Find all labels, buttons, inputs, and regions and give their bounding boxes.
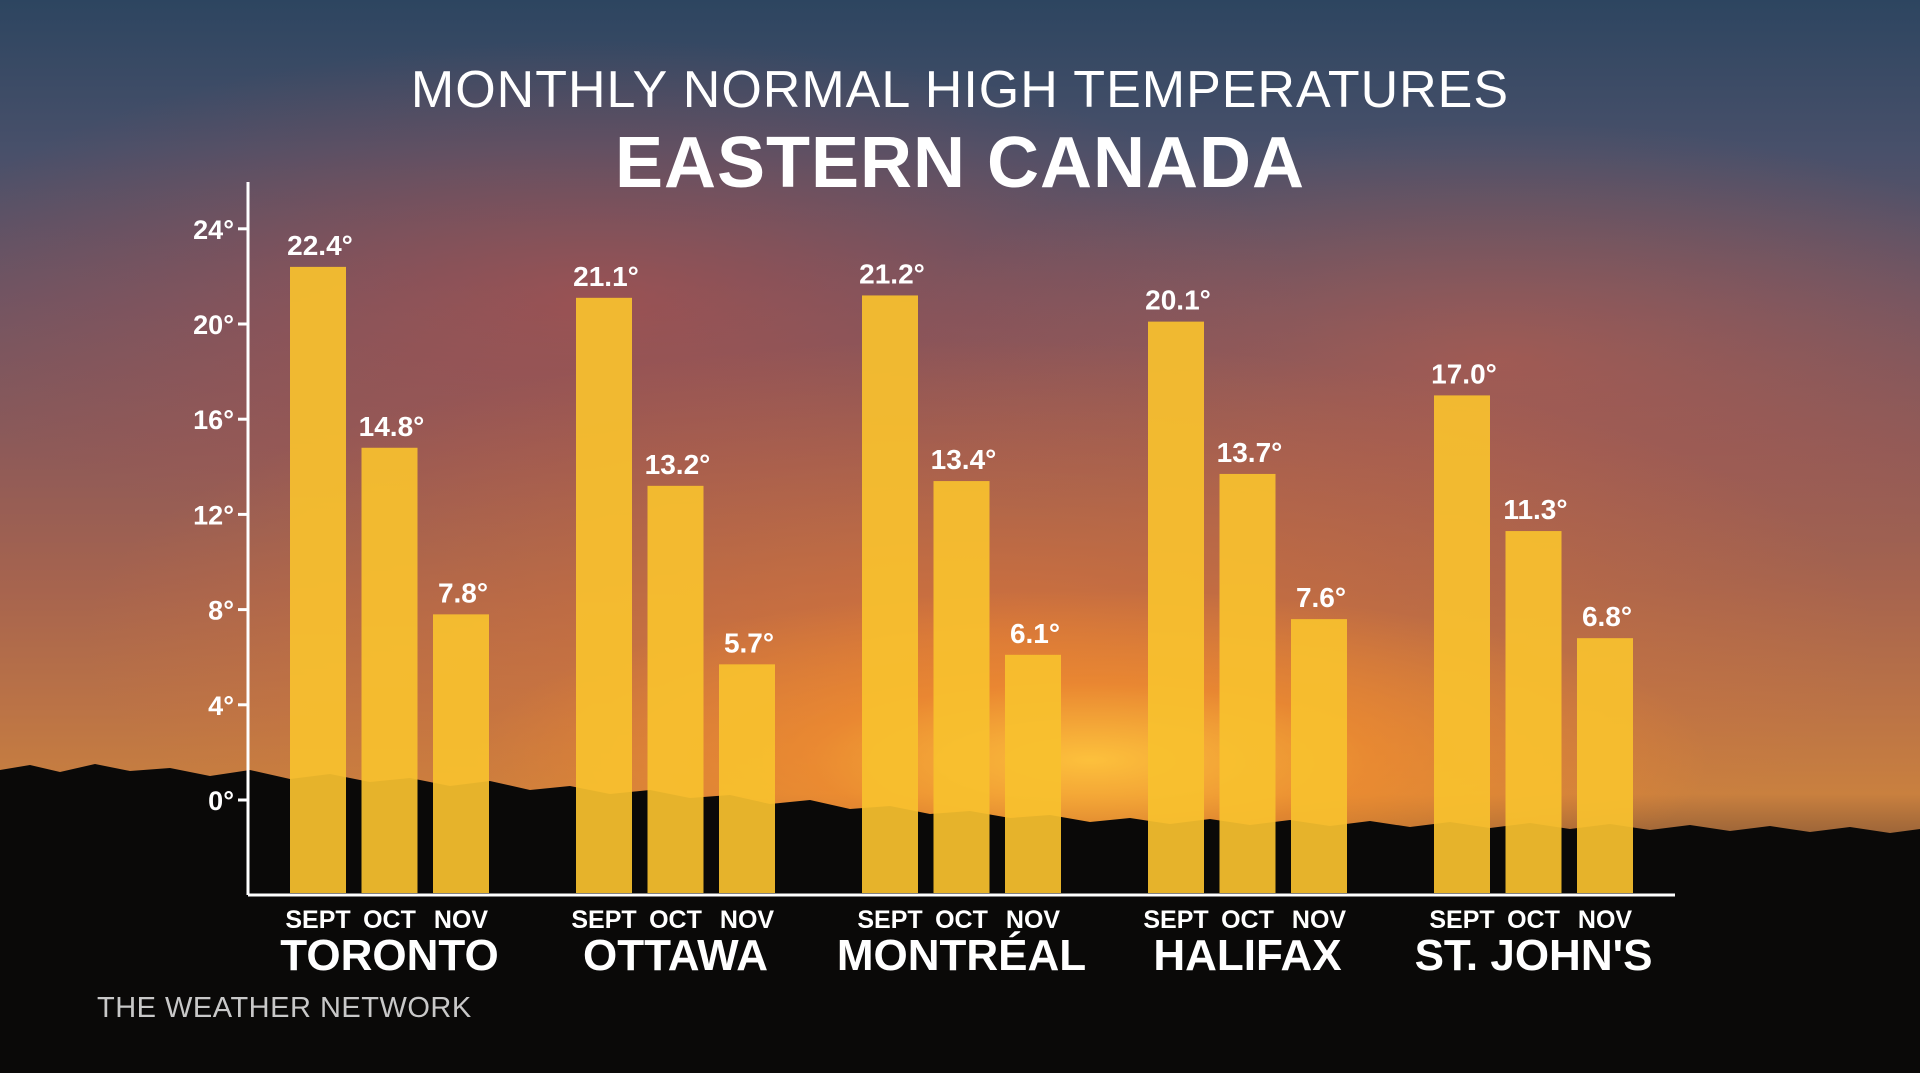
bar-toronto-sept: [290, 266, 346, 893]
data-label: 21.1°: [573, 261, 639, 292]
city-label: MONTRÉAL: [837, 930, 1086, 980]
data-label: 22.4°: [287, 230, 353, 261]
value-labels: 22.4° 14.8° 7.8° 21.1° 13.2° 5.7° 21.2° 13.4° 6.…: [287, 230, 1632, 658]
month-label: NOV: [1292, 906, 1347, 934]
city-label: TORONTO: [280, 931, 498, 980]
data-label: 14.8°: [359, 411, 425, 442]
data-label: 6.1°: [1010, 618, 1060, 649]
bar-toronto-oct: [361, 447, 418, 893]
chart-subtitle: EASTERN CANADA: [614, 123, 1306, 203]
month-label: NOV: [434, 906, 489, 934]
bar-halifax-nov: [1291, 619, 1347, 893]
y-tick-label: 4°: [208, 691, 234, 721]
month-label: OCT: [1221, 906, 1274, 934]
month-label: NOV: [1578, 906, 1633, 934]
city-label: HALIFAX: [1153, 931, 1341, 980]
bar-ottawa-nov: [719, 664, 775, 893]
source-credit: THE WEATHER NETWORK: [97, 992, 472, 1024]
y-tick-label: 8°: [208, 596, 234, 626]
y-axis-ticks: 0° 4° 8° 12° 16° 20° 24°: [193, 215, 248, 816]
data-label: 17.0°: [1431, 358, 1497, 389]
data-label: 13.2°: [645, 449, 711, 480]
bar-montral-nov: [1005, 654, 1061, 893]
bar-stjohns-oct: [1505, 531, 1562, 893]
city-label: ST. JOHN'S: [1415, 931, 1653, 980]
bar-toronto-nov: [433, 614, 489, 893]
month-label: SEPT: [1429, 906, 1494, 934]
month-label: OCT: [363, 906, 416, 934]
bar-halifax-sept: [1148, 321, 1204, 893]
month-label: OCT: [649, 906, 702, 934]
bar-ottawa-oct: [647, 485, 704, 893]
city-label: OTTAWA: [583, 931, 768, 980]
data-label: 5.7°: [724, 627, 774, 658]
y-tick-label: 20°: [193, 310, 234, 340]
y-tick-label: 24°: [193, 215, 234, 245]
data-label: 7.6°: [1296, 582, 1346, 613]
month-label: SEPT: [571, 906, 636, 934]
data-label: 20.1°: [1145, 285, 1211, 316]
bar-montral-sept: [862, 295, 918, 893]
bar-montral-oct: [933, 481, 990, 893]
bars: [290, 266, 1633, 893]
data-label: 6.8°: [1582, 601, 1632, 632]
month-label: OCT: [935, 906, 988, 934]
y-tick-label: 0°: [208, 786, 234, 816]
y-tick-label: 12°: [193, 500, 234, 530]
y-tick-label: 16°: [193, 405, 234, 435]
month-label: OCT: [1507, 906, 1560, 934]
bar-halifax-oct: [1219, 473, 1276, 893]
bar-stjohns-nov: [1577, 638, 1633, 893]
data-label: 7.8°: [438, 577, 488, 608]
data-label: 13.7°: [1217, 437, 1283, 468]
bar-ottawa-sept: [576, 297, 632, 893]
month-label: NOV: [720, 906, 775, 934]
data-label: 13.4°: [931, 444, 997, 475]
data-label: 21.2°: [859, 258, 925, 289]
bar-stjohns-sept: [1434, 395, 1490, 893]
month-label: SEPT: [857, 906, 922, 934]
month-label: SEPT: [285, 906, 350, 934]
chart-title: MONTHLY NORMAL HIGH TEMPERATURES: [410, 61, 1510, 119]
data-label: 11.3°: [1503, 494, 1567, 525]
month-label: NOV: [1006, 906, 1061, 934]
month-label: SEPT: [1143, 906, 1208, 934]
